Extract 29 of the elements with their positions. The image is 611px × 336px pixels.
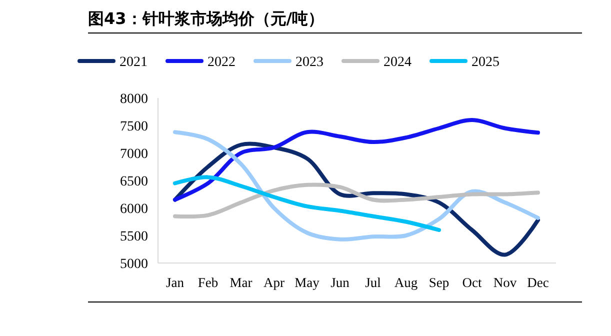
x-tick-label: Sep <box>428 275 450 290</box>
chart-title: 图43：针叶浆市场均价（元/吨） <box>88 9 324 28</box>
legend-label: 2021 <box>120 54 148 70</box>
line-series <box>173 175 441 232</box>
x-tick-label: Apr <box>264 275 285 290</box>
x-tick-label: Jun <box>330 275 350 290</box>
line-series <box>173 118 540 202</box>
x-tick-label: Jan <box>166 275 184 290</box>
y-tick-label: 5000 <box>120 256 148 272</box>
y-tick-label: 8000 <box>120 92 148 107</box>
x-tick-label: Jul <box>365 275 382 290</box>
x-tick-label: Mar <box>230 275 253 290</box>
x-tick-label: Nov <box>493 275 517 290</box>
x-tick-label: Oct <box>462 275 482 290</box>
x-tick-label: Feb <box>198 275 218 290</box>
legend-label: 2024 <box>384 54 412 70</box>
y-tick-label: 6000 <box>120 202 148 217</box>
x-tick-label: May <box>294 275 320 290</box>
legend-label: 2023 <box>296 54 324 70</box>
y-tick-label: 7000 <box>120 146 148 162</box>
x-tick-label: Dec <box>527 275 549 290</box>
legend-label: 2022 <box>208 54 236 70</box>
y-tick-label: 5500 <box>120 229 148 244</box>
y-tick-label: 6500 <box>120 174 148 190</box>
x-tick-label: Aug <box>394 275 418 290</box>
line-series <box>173 130 540 242</box>
legend-label: 2025 <box>472 54 500 70</box>
y-tick-label: 7500 <box>120 119 148 134</box>
line-series <box>173 182 540 219</box>
